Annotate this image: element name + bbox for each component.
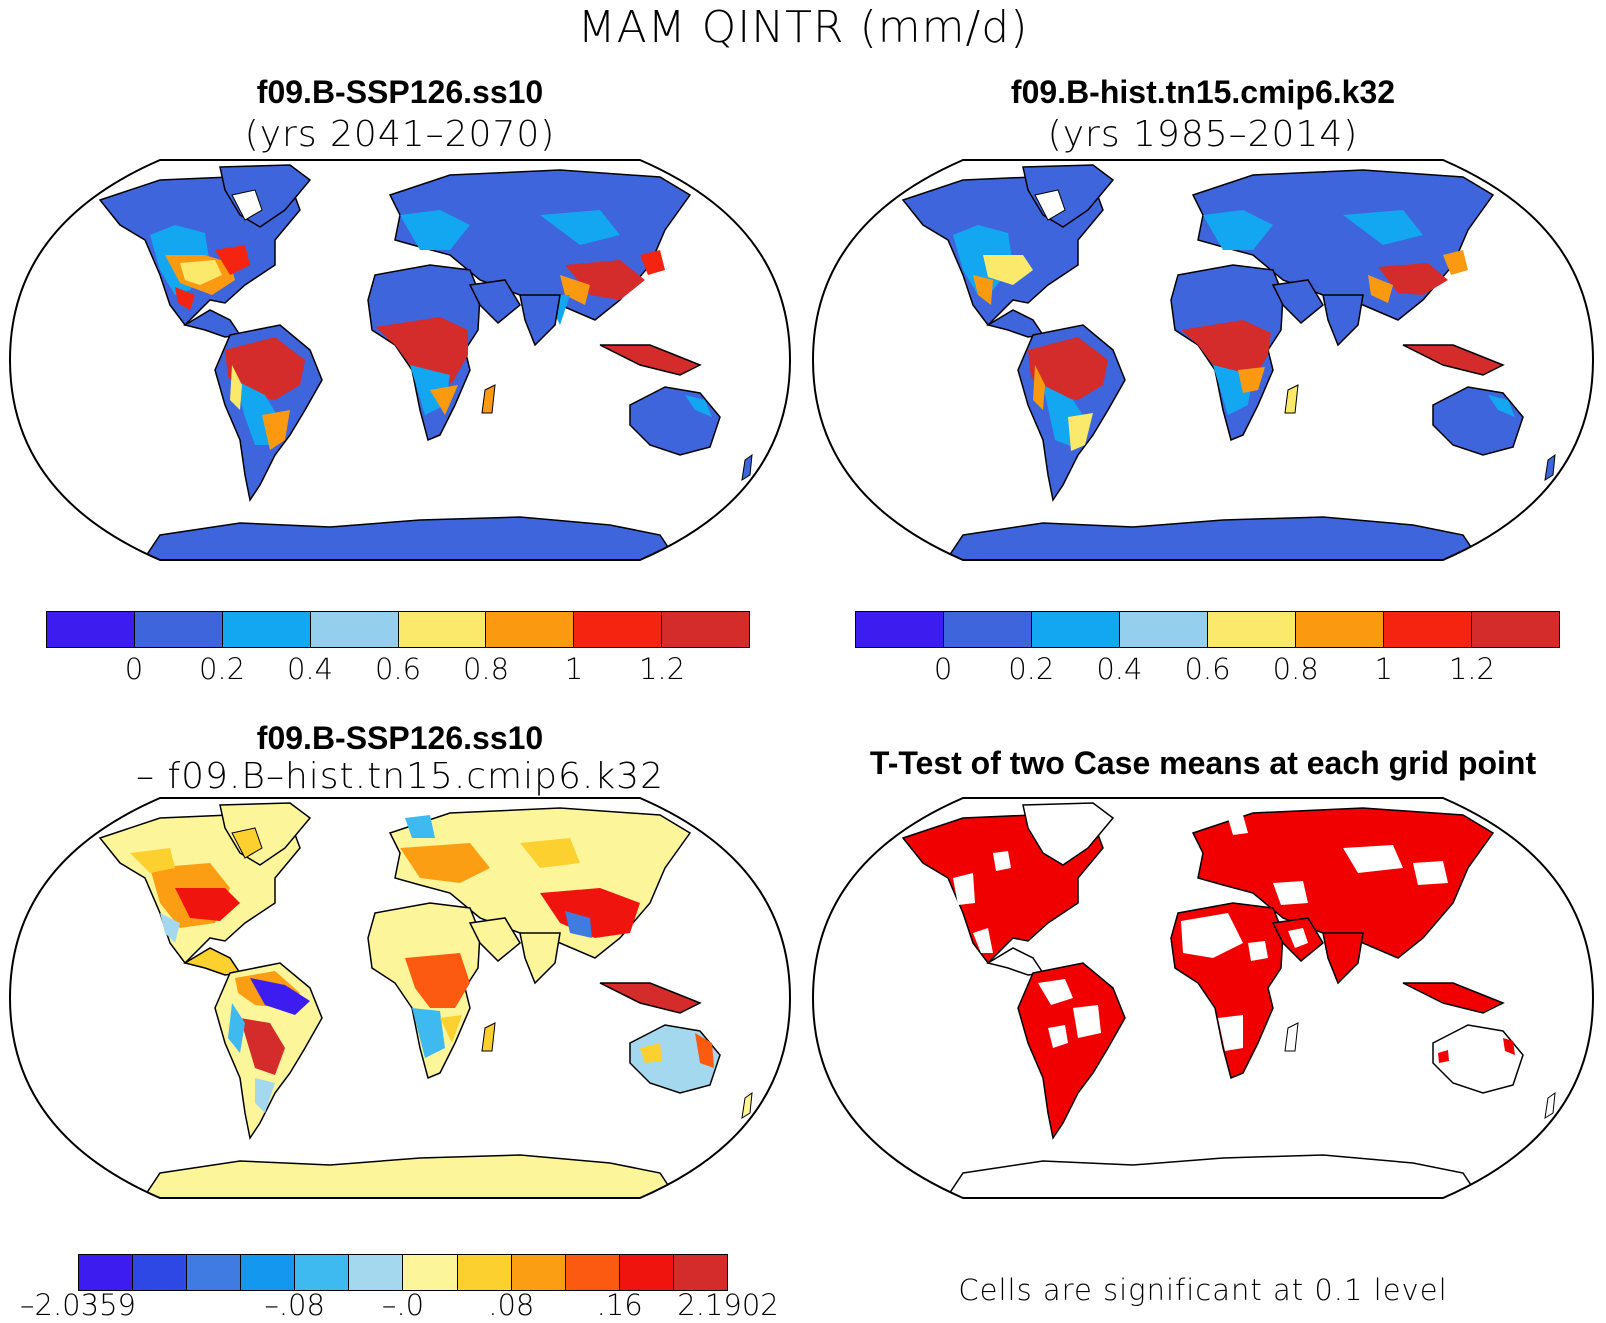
- colorbar-3-cell-2: [187, 1255, 242, 1290]
- australia-land: [1432, 1024, 1524, 1094]
- colorbar-3-cell-7: [457, 1255, 512, 1290]
- colorbar-panel-3: [78, 1254, 728, 1291]
- antarctica-land: [138, 1154, 682, 1198]
- colorbar-2-cell-1: [944, 612, 1032, 647]
- figure-title: MAM QINTR (mm/d): [577, 2, 1029, 53]
- colorbar-2-tick-label: 0: [933, 652, 953, 686]
- colorbar-panel-1-ticks: 0 0.2 0.4 0.6 0.8 1 1.2: [46, 652, 750, 688]
- colorbar-1-cell-0: [47, 612, 135, 647]
- map-panel-2: [811, 159, 1595, 561]
- colorbar-3-tick-label: –.0: [381, 1288, 425, 1322]
- map-panel-4: [811, 797, 1595, 1199]
- colorbar-1-cell-1: [134, 612, 223, 647]
- panel-4-title: T-Test of two Case means at each grid po…: [869, 745, 1537, 781]
- colorbar-3-cell-1: [133, 1255, 188, 1290]
- colorbar-2-tick-label: 1: [1374, 652, 1393, 686]
- antarctica-land: [138, 516, 682, 560]
- australia-land: [1432, 386, 1524, 456]
- panel-1-subtitle: (yrs 2041–2070): [244, 114, 556, 155]
- colorbar-2-cell-0: [856, 612, 944, 647]
- colorbar-2-cell-2: [1032, 612, 1120, 647]
- colorbar-2-tick-label: 0.6: [1184, 652, 1231, 686]
- colorbar-3-cell-6: [403, 1255, 458, 1290]
- antarctica-land: [941, 1154, 1485, 1198]
- colorbar-3-tick-label: –2.0359: [20, 1288, 136, 1322]
- colorbar-3-cell-3: [241, 1255, 296, 1290]
- colorbar-1-cell-2: [222, 612, 311, 647]
- greenland-land: [1022, 802, 1115, 866]
- colorbar-3-cell-0: [79, 1255, 134, 1290]
- eurasia-land: [1191, 807, 1495, 959]
- colorbar-1-tick-label: 0: [124, 652, 144, 686]
- colorbar-3-tick-label: –.08: [264, 1288, 325, 1322]
- panel-3-subtitle: – f09.B–hist.tn15.cmip6.k32: [136, 756, 664, 797]
- map-panel-3: [8, 797, 792, 1199]
- significance-note: Cells are significant at 0.1 level: [958, 1273, 1448, 1307]
- panel-2-title: f09.B-hist.tn15.cmip6.k32: [1010, 74, 1396, 110]
- colorbar-1-cell-5: [486, 612, 575, 647]
- colorbar-panel-1: [46, 611, 750, 648]
- colorbar-1-tick-label: 0.4: [286, 652, 334, 686]
- colorbar-1-tick-label: 1: [564, 652, 584, 686]
- panel-2-subtitle: (yrs 1985–2014): [1047, 114, 1359, 155]
- colorbar-panel-3-ticks: –2.0359 –.08 –.0 .08 .16 2.1902: [20, 1288, 779, 1322]
- colorbar-2-cell-7: [1472, 612, 1559, 647]
- colorbar-1-cell-3: [310, 612, 399, 647]
- colorbar-2-tick-label: 0.4: [1096, 652, 1143, 686]
- colorbar-panel-2: [855, 611, 1560, 648]
- colorbar-2-tick-label: 0.2: [1008, 652, 1055, 686]
- colorbar-2-cell-3: [1120, 612, 1208, 647]
- panel-1-title: f09.B-SSP126.ss10: [256, 74, 544, 110]
- colorbar-3-cell-9: [565, 1255, 620, 1290]
- colorbar-3-cell-10: [619, 1255, 674, 1290]
- colorbar-2-tick-label: 1.2: [1448, 652, 1495, 686]
- colorbar-3-tick-label: .16: [596, 1288, 643, 1322]
- colorbar-3-cell-4: [295, 1255, 350, 1290]
- colorbar-panel-2-ticks: 0 0.2 0.4 0.6 0.8 1 1.2: [855, 652, 1560, 688]
- colorbar-1-tick-label: 0.8: [462, 652, 510, 686]
- colorbar-1-cell-7: [662, 612, 749, 647]
- colorbar-1-cell-6: [574, 612, 663, 647]
- colorbar-3-cell-8: [511, 1255, 566, 1290]
- map-panel-1: [8, 159, 792, 561]
- colorbar-3-tick-label: 2.1902: [677, 1288, 779, 1322]
- colorbar-2-cell-5: [1296, 612, 1384, 647]
- colorbar-3-cell-5: [349, 1255, 404, 1290]
- south-america-land: [1017, 962, 1126, 1140]
- colorbar-1-tick-label: 1.2: [638, 652, 686, 686]
- colorbar-2-tick-label: 0.8: [1272, 652, 1319, 686]
- australia-land: [629, 386, 721, 456]
- colorbar-1-tick-label: 0.2: [198, 652, 246, 686]
- colorbar-2-cell-4: [1208, 612, 1296, 647]
- panel-3-title: f09.B-SSP126.ss10: [256, 720, 544, 756]
- colorbar-3-tick-label: .08: [488, 1288, 535, 1322]
- antarctica-land: [941, 516, 1485, 560]
- colorbar-3-cell-11: [673, 1255, 727, 1290]
- colorbar-1-cell-4: [398, 612, 487, 647]
- colorbar-2-cell-6: [1384, 612, 1472, 647]
- colorbar-1-tick-label: 0.6: [374, 652, 422, 686]
